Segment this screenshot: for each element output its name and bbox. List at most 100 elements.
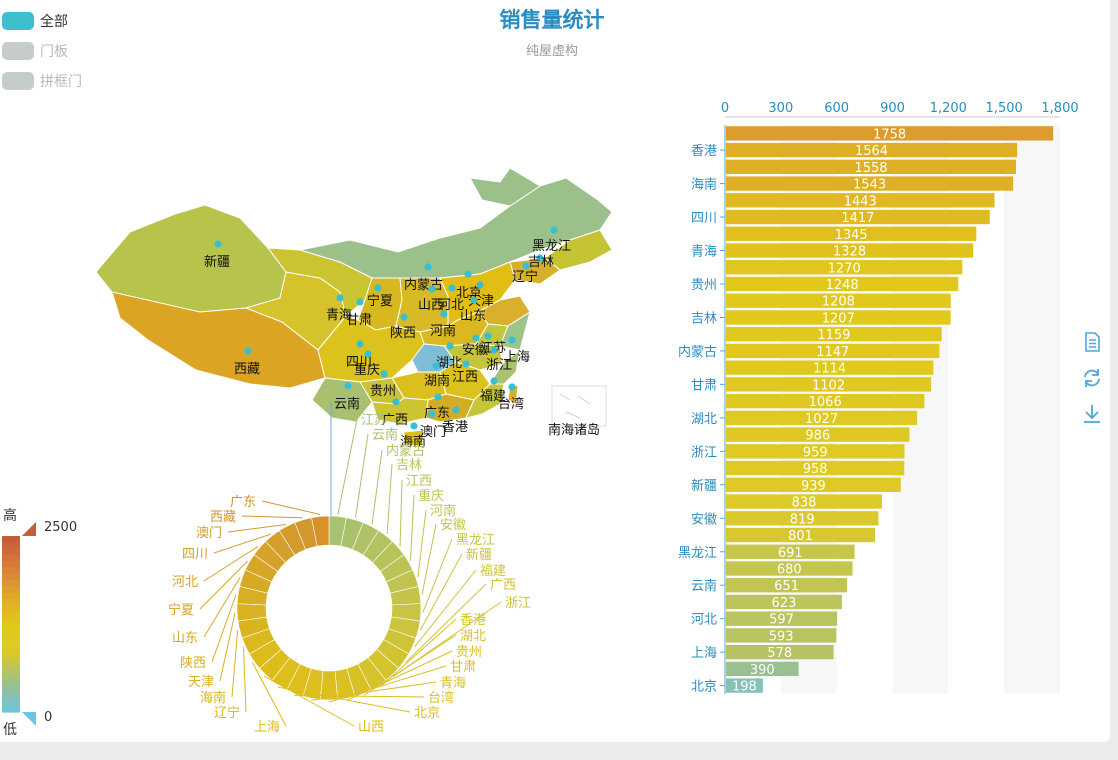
visual-map-band [2, 661, 20, 669]
visual-map-handle-bottom [22, 712, 36, 726]
legend-label: 门板 [40, 44, 68, 60]
bar-x-tick-label: 0 [721, 101, 729, 116]
south-sea-inset-box [551, 385, 607, 427]
data-view-button[interactable] [1078, 324, 1106, 360]
bar-value-label: 578 [767, 646, 792, 661]
donut-label-line [417, 509, 427, 578]
map-province-label: 山东 [460, 309, 486, 324]
visual-map-band [2, 642, 20, 650]
visual-map-band [2, 693, 20, 701]
visual-map-band [2, 592, 20, 600]
donut-label: 广西 [490, 578, 516, 593]
bar-value-label: 198 [732, 680, 757, 695]
bar-value-label: 959 [803, 445, 828, 460]
legend-swatch [2, 72, 34, 90]
map-province-label: 江西 [452, 370, 478, 385]
map-province-label: 宁夏 [367, 293, 393, 309]
chart-title: 销售量统计 [499, 8, 605, 32]
donut-label: 贵州 [456, 645, 482, 660]
bar [726, 226, 977, 241]
bar-value-label: 1564 [855, 144, 888, 159]
donut-label: 广东 [230, 495, 256, 510]
bar-value-label: 1066 [809, 395, 842, 410]
visual-map-band [2, 655, 20, 663]
bar [726, 444, 905, 459]
bar-value-label: 1270 [828, 261, 861, 276]
bar-value-label: 597 [769, 613, 794, 628]
visual-map-max-label: 2500 [44, 520, 77, 535]
bar-category-label: 上海 [691, 646, 717, 661]
map-province-label: 陕西 [390, 326, 416, 341]
bar-category-label: 云南 [691, 578, 717, 594]
legend-item-frame-door[interactable]: 拼框门 [2, 66, 82, 96]
donut-label: 上海 [254, 720, 280, 735]
map-province-label: 辽宁 [512, 269, 538, 285]
donut-label: 福建 [480, 564, 506, 579]
legend-label: 拼框门 [40, 74, 82, 90]
donut-label: 湖北 [460, 629, 486, 644]
donut-chart: 江苏云南内蒙古吉林江西重庆河南安徽黑龙江新疆福建广西浙江香港湖北贵州甘肃青海台湾… [168, 412, 531, 735]
map-point [452, 406, 460, 414]
series-legend: 全部 门板 拼框门 [2, 6, 82, 96]
bar [726, 460, 905, 476]
donut-slice [311, 515, 330, 547]
bar-value-label: 1208 [822, 295, 855, 310]
donut-label-line [354, 433, 369, 518]
legend-swatch [2, 42, 34, 60]
bar [726, 644, 834, 660]
bar-category-label: 香港 [691, 144, 717, 159]
map-point [440, 310, 448, 318]
bar-value-label: 1102 [812, 378, 845, 393]
bar [726, 260, 963, 275]
bar-category-label: 北京 [691, 680, 717, 695]
map-point [470, 296, 478, 304]
map-point [428, 285, 436, 293]
donut-label-line [199, 560, 248, 610]
donut-label-line [294, 694, 425, 698]
map-province-label: 广西 [382, 413, 408, 428]
bar [726, 393, 925, 409]
visual-map-band [2, 636, 20, 644]
donut-label-line [409, 494, 415, 562]
bar [726, 561, 853, 576]
bar-value-label: 1543 [853, 178, 886, 193]
map-point [336, 294, 344, 302]
bar [726, 159, 1016, 175]
donut-label: 江西 [406, 474, 432, 489]
donut-label-line [242, 647, 247, 713]
map-point [374, 284, 382, 292]
donut-label-line [337, 418, 358, 515]
donut-label: 云南 [372, 427, 398, 443]
restore-button[interactable] [1078, 360, 1106, 396]
map-point [508, 383, 516, 391]
save-image-button[interactable] [1078, 396, 1106, 432]
visual-map-band [2, 573, 20, 581]
map-point [410, 422, 418, 430]
map-point [448, 284, 456, 292]
map-point [424, 263, 432, 271]
donut-label-line [211, 594, 237, 663]
bar-value-label: 623 [772, 596, 797, 611]
map-province-label: 黑龙江 [532, 239, 571, 254]
visual-map-band [2, 668, 20, 675]
bar-category-label: 四川 [691, 211, 717, 226]
legend-item-all[interactable]: 全部 [2, 6, 82, 36]
bar-value-label: 1027 [805, 412, 838, 427]
donut-label-line [422, 538, 453, 613]
map-point [356, 340, 364, 348]
bar [726, 511, 879, 526]
toolbox [1078, 324, 1106, 432]
bar-x-tick-label: 1,800 [1041, 101, 1078, 116]
donut-label: 河南 [430, 503, 456, 519]
bar-category-label: 湖北 [691, 412, 717, 427]
map-point [244, 347, 252, 355]
map-province-label: 湖北 [436, 356, 462, 371]
map-point [464, 270, 472, 278]
donut-label-line [399, 479, 403, 547]
map-province-label: 四川 [346, 355, 372, 370]
legend-item-door-panel[interactable]: 门板 [2, 36, 82, 66]
bar [726, 310, 951, 325]
bar-split-area [1004, 125, 1060, 694]
map-province-label: 湖南 [424, 373, 450, 389]
map-province-label: 台湾 [498, 396, 524, 412]
